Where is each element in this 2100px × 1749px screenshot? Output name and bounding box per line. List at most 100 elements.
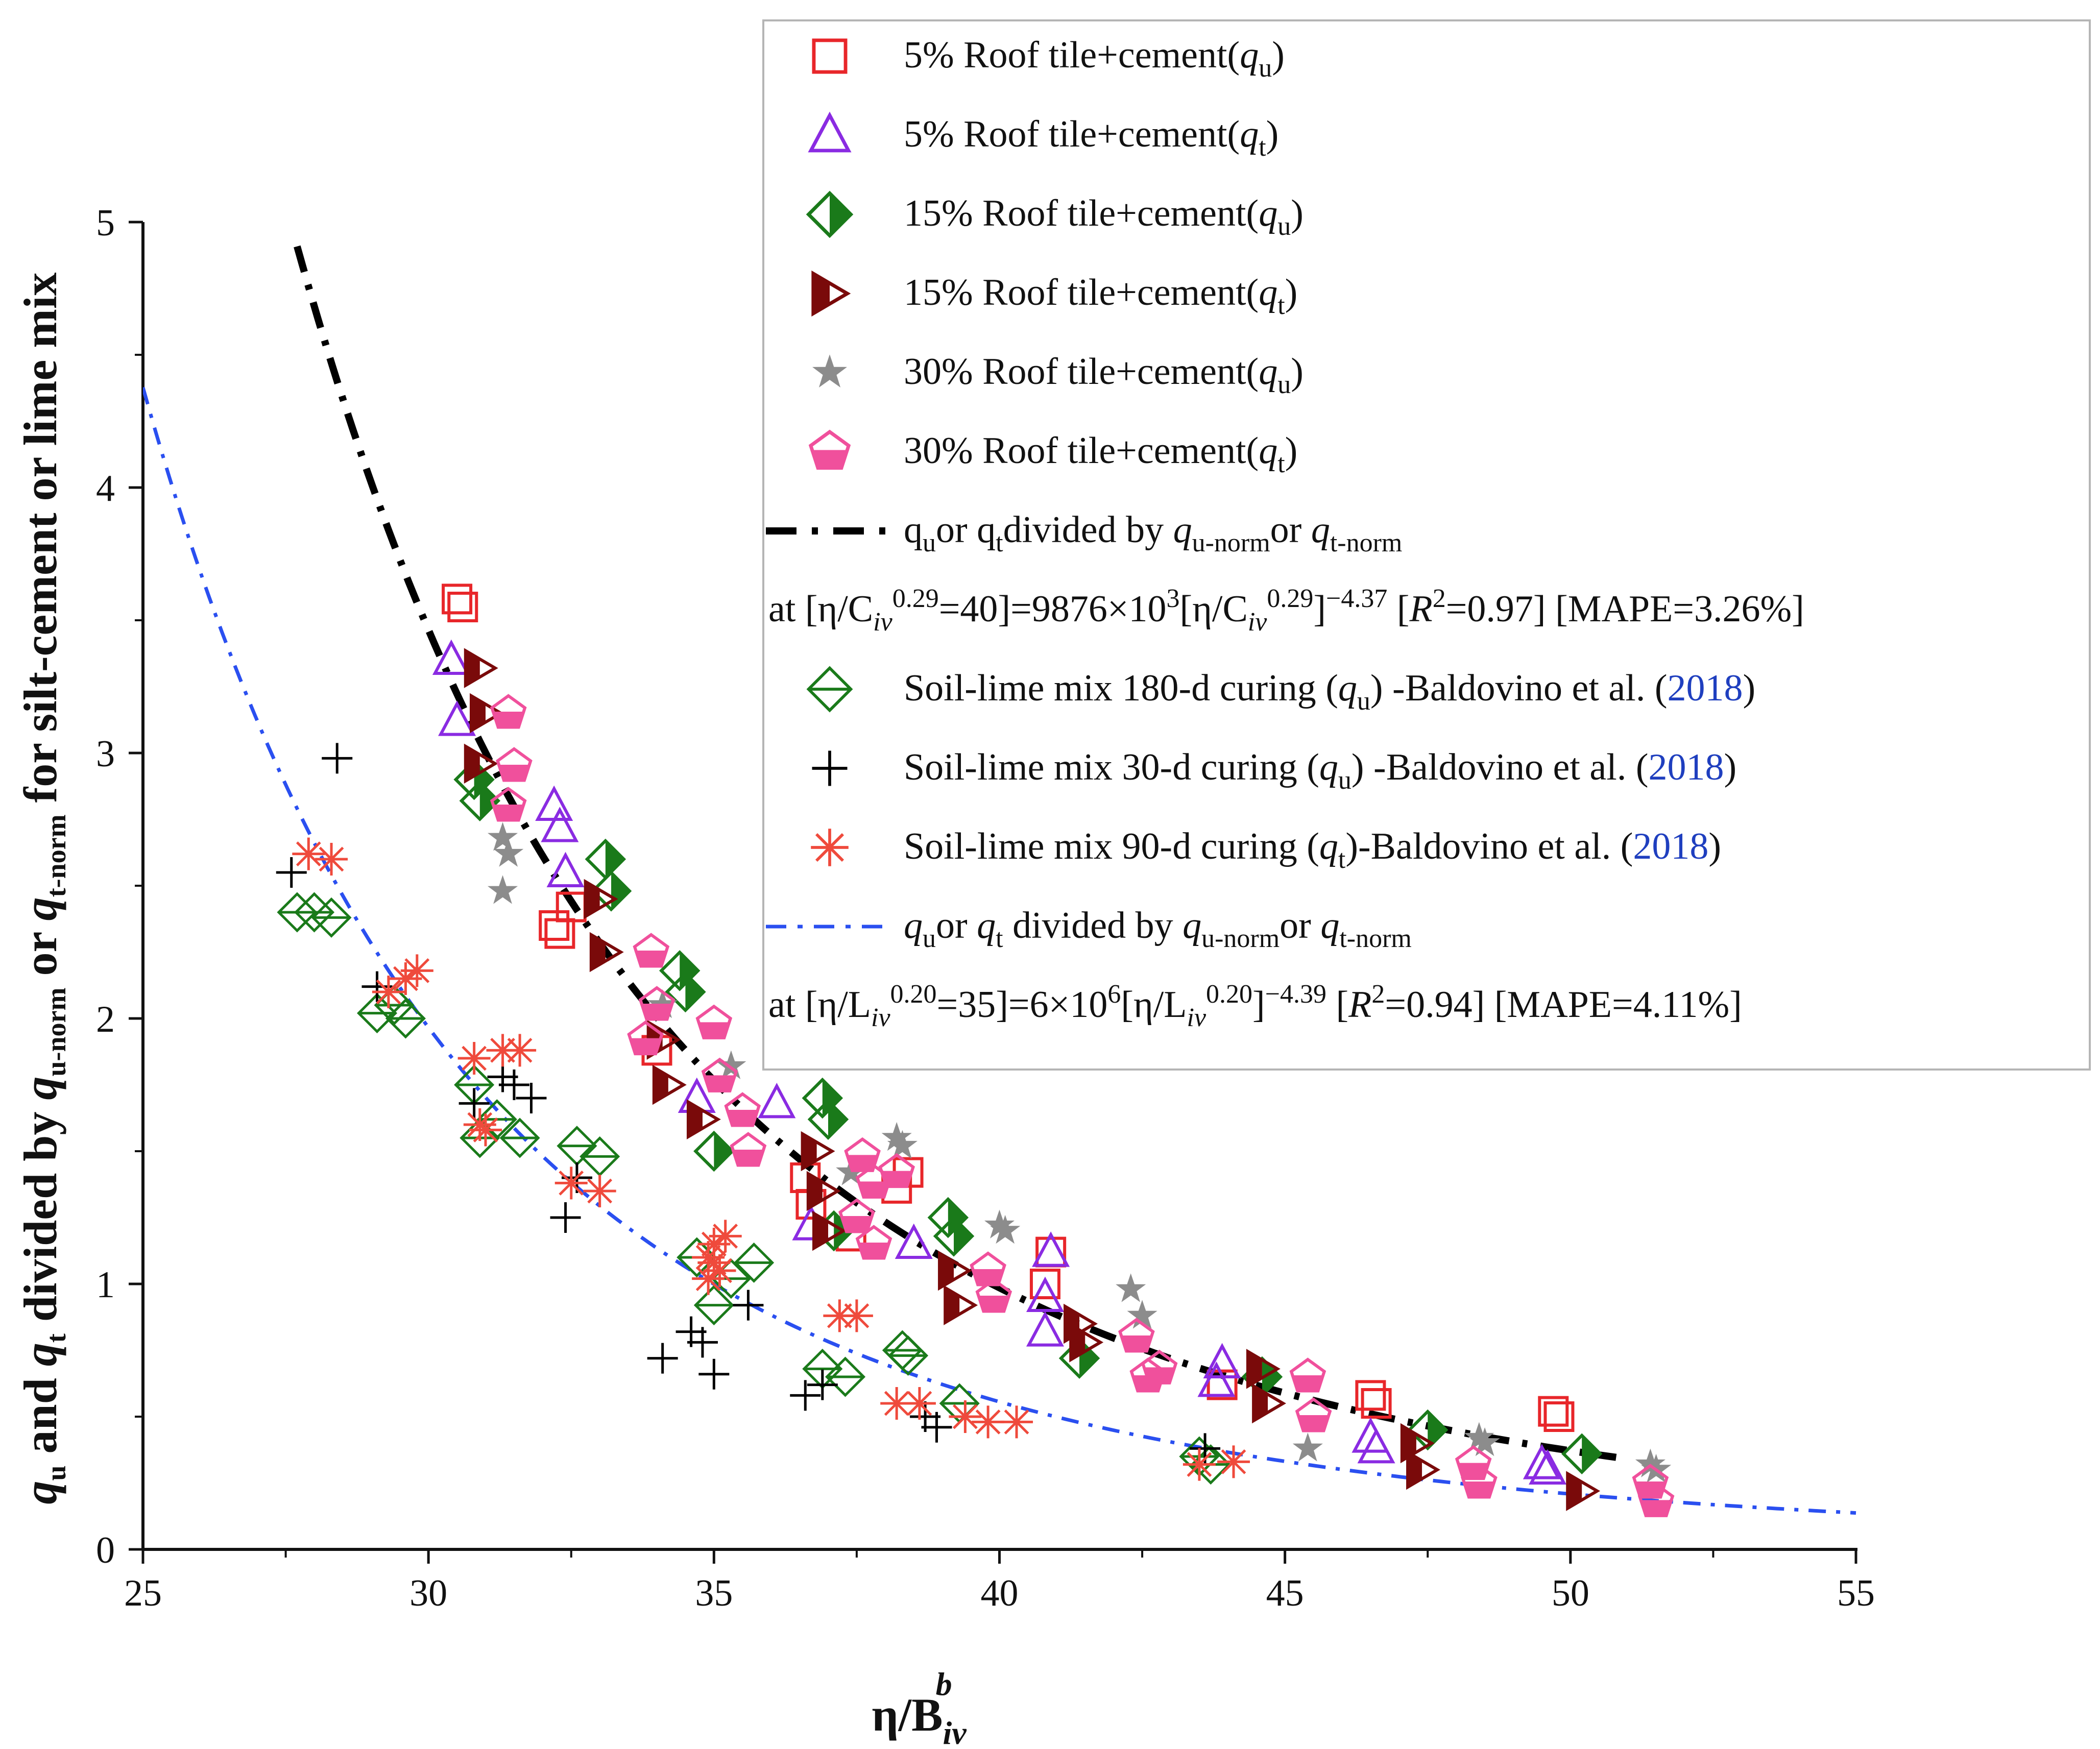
data-point — [487, 822, 518, 851]
data-point — [716, 1050, 746, 1079]
data-point — [687, 1327, 718, 1358]
data-point — [1127, 1300, 1157, 1329]
data-point — [1523, 1444, 1561, 1479]
data-point — [807, 1369, 838, 1400]
y-axis-title: qu and qt divided by qu-norm or qt-norm … — [14, 272, 71, 1504]
data-point — [1355, 1380, 1386, 1411]
data-point — [693, 1285, 734, 1326]
data-point — [541, 807, 579, 842]
data-point — [1197, 1362, 1236, 1397]
series-6 — [490, 694, 1675, 1517]
data-point — [400, 954, 433, 987]
data-point — [438, 700, 476, 736]
data-point — [1203, 1343, 1241, 1378]
data-point — [499, 1118, 540, 1158]
x-axis-title: η/Bivb — [872, 1666, 967, 1749]
legend-label: 5% Roof tile+cement(qu) — [904, 34, 1285, 83]
data-point — [589, 932, 624, 973]
data-point — [442, 584, 473, 615]
data-point — [544, 918, 575, 949]
data-point — [432, 639, 470, 675]
data-point — [659, 950, 701, 991]
data-point — [698, 1358, 730, 1390]
legend-label: Soil-lime mix 30-d curing (qu) -Baldovin… — [904, 746, 1736, 795]
data-point — [447, 592, 478, 622]
series-4 — [464, 648, 1601, 1511]
data-point — [322, 743, 353, 774]
legend-label: Soil-lime mix 90-d curing (qt)-Baldovino… — [904, 825, 1721, 874]
data-point — [855, 1225, 892, 1260]
data-point — [372, 976, 405, 1008]
data-point — [692, 1262, 725, 1295]
data-point — [1118, 1318, 1155, 1353]
legend-symbol — [812, 354, 847, 388]
data-point — [1292, 1432, 1323, 1462]
data-points — [276, 584, 1675, 1517]
data-point — [825, 1356, 866, 1397]
data-point — [498, 1070, 529, 1100]
y-tick-label: 4 — [96, 468, 115, 509]
legend: 5% Roof tile+cement(qu) 5% Roof tile+ceme… — [762, 19, 2091, 1071]
data-point — [882, 1330, 923, 1371]
series-9 — [292, 837, 1250, 1481]
data-point — [1351, 1417, 1390, 1453]
data-point — [693, 1130, 735, 1172]
data-point — [464, 648, 498, 688]
data-point — [554, 1167, 588, 1200]
data-point — [459, 780, 501, 821]
data-point — [1538, 1396, 1569, 1427]
data-point — [1289, 1357, 1326, 1393]
data-point — [539, 910, 570, 941]
data-point — [1543, 1401, 1575, 1432]
data-point — [1069, 1322, 1104, 1363]
data-point — [1246, 1349, 1281, 1389]
legend-symbol — [808, 111, 852, 153]
data-point — [550, 1202, 581, 1233]
data-point — [1407, 1409, 1449, 1451]
data-point — [585, 838, 626, 880]
data-point — [1637, 1482, 1675, 1517]
data-point — [709, 1220, 742, 1253]
data-point — [490, 694, 527, 729]
y-tick-label: 3 — [96, 733, 115, 775]
data-point — [921, 1412, 952, 1443]
x-ticks: 25 30 35 40 45 50 55 — [124, 1549, 1875, 1614]
data-point — [1469, 1427, 1500, 1456]
data-point — [790, 1380, 821, 1411]
data-point — [927, 1197, 969, 1238]
data-point — [583, 1175, 616, 1207]
data-point — [496, 747, 533, 782]
legend-symbol — [811, 270, 851, 317]
data-point — [838, 1198, 875, 1233]
data-point — [1026, 1311, 1064, 1347]
data-point — [806, 1171, 841, 1211]
data-point — [584, 879, 618, 919]
legend-label: Soil-lime mix 180-d curing (qu) -Baldovi… — [904, 667, 1755, 716]
y-tick-label: 5 — [96, 202, 115, 244]
data-point — [535, 785, 573, 821]
x-tick-label: 50 — [1552, 1572, 1589, 1614]
data-point — [458, 1088, 490, 1119]
legend-box — [762, 19, 2091, 1071]
data-point — [385, 998, 426, 1039]
data-point — [1141, 1349, 1178, 1384]
data-point — [734, 1242, 775, 1283]
data-point — [665, 971, 706, 1013]
data-point — [878, 1153, 915, 1188]
data-point — [1361, 1388, 1392, 1419]
data-point — [276, 857, 307, 888]
data-point — [807, 1099, 849, 1140]
data-point — [724, 1092, 761, 1127]
y-tick-label: 1 — [96, 1264, 115, 1306]
legend-symbol — [806, 666, 853, 713]
data-point — [1217, 1445, 1250, 1478]
legend-symbol — [808, 429, 851, 470]
data-point — [503, 1034, 537, 1067]
data-point — [1182, 1448, 1216, 1481]
y-tick-label: 2 — [96, 999, 115, 1040]
legend-label: 5% Roof tile+cement(qt) — [904, 113, 1278, 162]
y-ticks: 0 1 2 3 4 5 — [96, 202, 143, 1571]
data-point — [294, 892, 335, 933]
legend-symbol — [806, 190, 854, 238]
legend-label: 30% Roof tile+cement(qu) — [904, 351, 1304, 399]
